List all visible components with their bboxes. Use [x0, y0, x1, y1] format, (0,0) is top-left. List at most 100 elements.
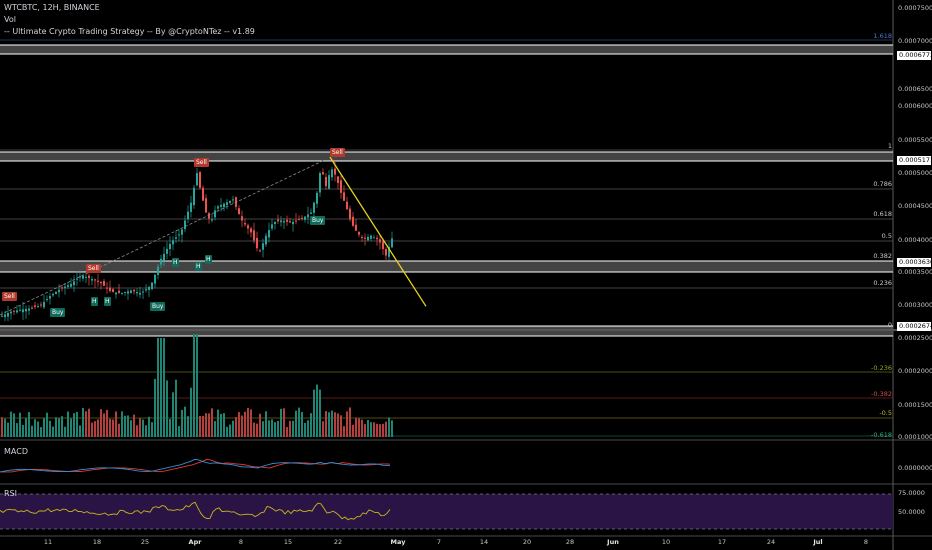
rsi-tick: 75.0000	[898, 489, 925, 497]
candle-body	[277, 219, 279, 222]
volume-bar	[7, 422, 9, 437]
sell-signal[interactable]: Sell	[2, 292, 17, 301]
candle-body	[337, 176, 339, 183]
candle-body	[130, 290, 132, 294]
volume-bar	[124, 415, 126, 437]
candle-body	[10, 311, 12, 314]
candle-body	[328, 175, 330, 189]
fib-label: -0.5	[879, 409, 892, 417]
h-signal[interactable]: H	[205, 255, 212, 264]
candle-body	[280, 220, 282, 223]
volume-bar	[178, 426, 180, 437]
volume-bar	[307, 420, 309, 437]
macd-line	[0, 458, 391, 473]
rsi-line	[0, 501, 391, 521]
candle-body	[364, 237, 366, 239]
volume-bar	[148, 416, 150, 437]
strategy-indicator-label[interactable]: -- Ultimate Crypto Trading Strategy -- B…	[4, 27, 255, 36]
symbol-title[interactable]: WTCBTC, 12H, BINANCE	[4, 3, 100, 12]
candle-body	[16, 310, 18, 313]
fib-label: 0	[887, 321, 892, 329]
candle-body	[214, 210, 216, 218]
candle-body	[250, 228, 252, 233]
candle-body	[151, 282, 153, 289]
volume-bar	[289, 420, 291, 437]
buy-signal[interactable]: Buy	[50, 308, 66, 317]
fib-label: -0.618	[871, 431, 892, 439]
volume-bar	[31, 425, 33, 437]
candle-body	[229, 200, 231, 204]
volume-bar	[310, 413, 312, 437]
candle-body	[118, 290, 120, 293]
volume-bar	[286, 427, 288, 437]
h-signal[interactable]: H	[104, 297, 111, 306]
volume-bar	[73, 413, 75, 437]
candle-body	[85, 276, 87, 278]
time-tick: 10	[661, 538, 671, 546]
time-tick: 17	[717, 538, 727, 546]
candle-body	[25, 308, 27, 312]
candle-body	[46, 299, 48, 301]
candle-body	[325, 176, 327, 187]
volume-bar	[16, 423, 18, 437]
time-tick: 7	[436, 538, 442, 546]
h-signal[interactable]: H	[172, 258, 179, 267]
h-signal[interactable]: H	[91, 297, 98, 306]
buy-signal[interactable]: Buy	[310, 216, 326, 225]
volume-bar	[349, 407, 351, 437]
time-tick: 8	[238, 538, 244, 546]
volume-bar	[220, 413, 222, 437]
sell-signal[interactable]: Sell	[194, 158, 209, 167]
price-level-box: 0.0003630	[897, 258, 932, 267]
volume-bar	[115, 411, 117, 437]
fib-label: 0.618	[873, 210, 892, 218]
volume-bar	[211, 408, 213, 437]
price-level-box: 0.0006773	[897, 51, 932, 60]
volume-bar	[325, 411, 327, 437]
volume-indicator-label[interactable]: Vol	[4, 15, 16, 24]
candle-body	[298, 218, 300, 220]
volume-bar	[193, 334, 195, 437]
candle-body	[268, 230, 270, 238]
candle-body	[196, 173, 198, 186]
candle-body	[220, 205, 222, 207]
sell-signal[interactable]: Sell	[86, 264, 101, 273]
candle-body	[256, 237, 258, 249]
candle-body	[316, 192, 318, 204]
volume-bar	[67, 411, 69, 437]
candle-body	[283, 221, 285, 223]
volume-bar	[280, 408, 282, 437]
volume-bar	[37, 421, 39, 437]
volume-bar	[58, 418, 60, 437]
h-signal[interactable]: H	[195, 262, 202, 271]
candle-body	[301, 217, 303, 219]
volume-bar	[52, 426, 54, 437]
sell-signal[interactable]: Sell	[330, 148, 345, 157]
candle-body	[157, 266, 159, 275]
volume-bar	[184, 406, 186, 437]
buy-signal[interactable]: Buy	[150, 302, 166, 311]
fib-label: 0.786	[873, 180, 892, 188]
candle-body	[238, 208, 240, 215]
candle-body	[91, 279, 93, 281]
volume-bar	[10, 411, 12, 437]
volume-bar	[259, 413, 261, 437]
volume-bar	[151, 422, 153, 437]
volume-bar	[247, 407, 249, 437]
volume-bar	[61, 416, 63, 437]
macd-label[interactable]: MACD	[4, 447, 28, 456]
volume-bar	[109, 418, 111, 437]
candle-body	[34, 305, 36, 307]
volume-bar	[391, 420, 393, 437]
volume-bar	[100, 409, 102, 437]
volume-bar	[208, 413, 210, 437]
rsi-label[interactable]: RSI	[4, 489, 17, 498]
volume-bar	[262, 421, 264, 437]
volume-bar	[157, 338, 159, 437]
candle-body	[58, 289, 60, 293]
candle-body	[208, 213, 210, 219]
candle-body	[292, 221, 294, 225]
candle-body	[136, 292, 138, 294]
candle-body	[7, 312, 9, 317]
